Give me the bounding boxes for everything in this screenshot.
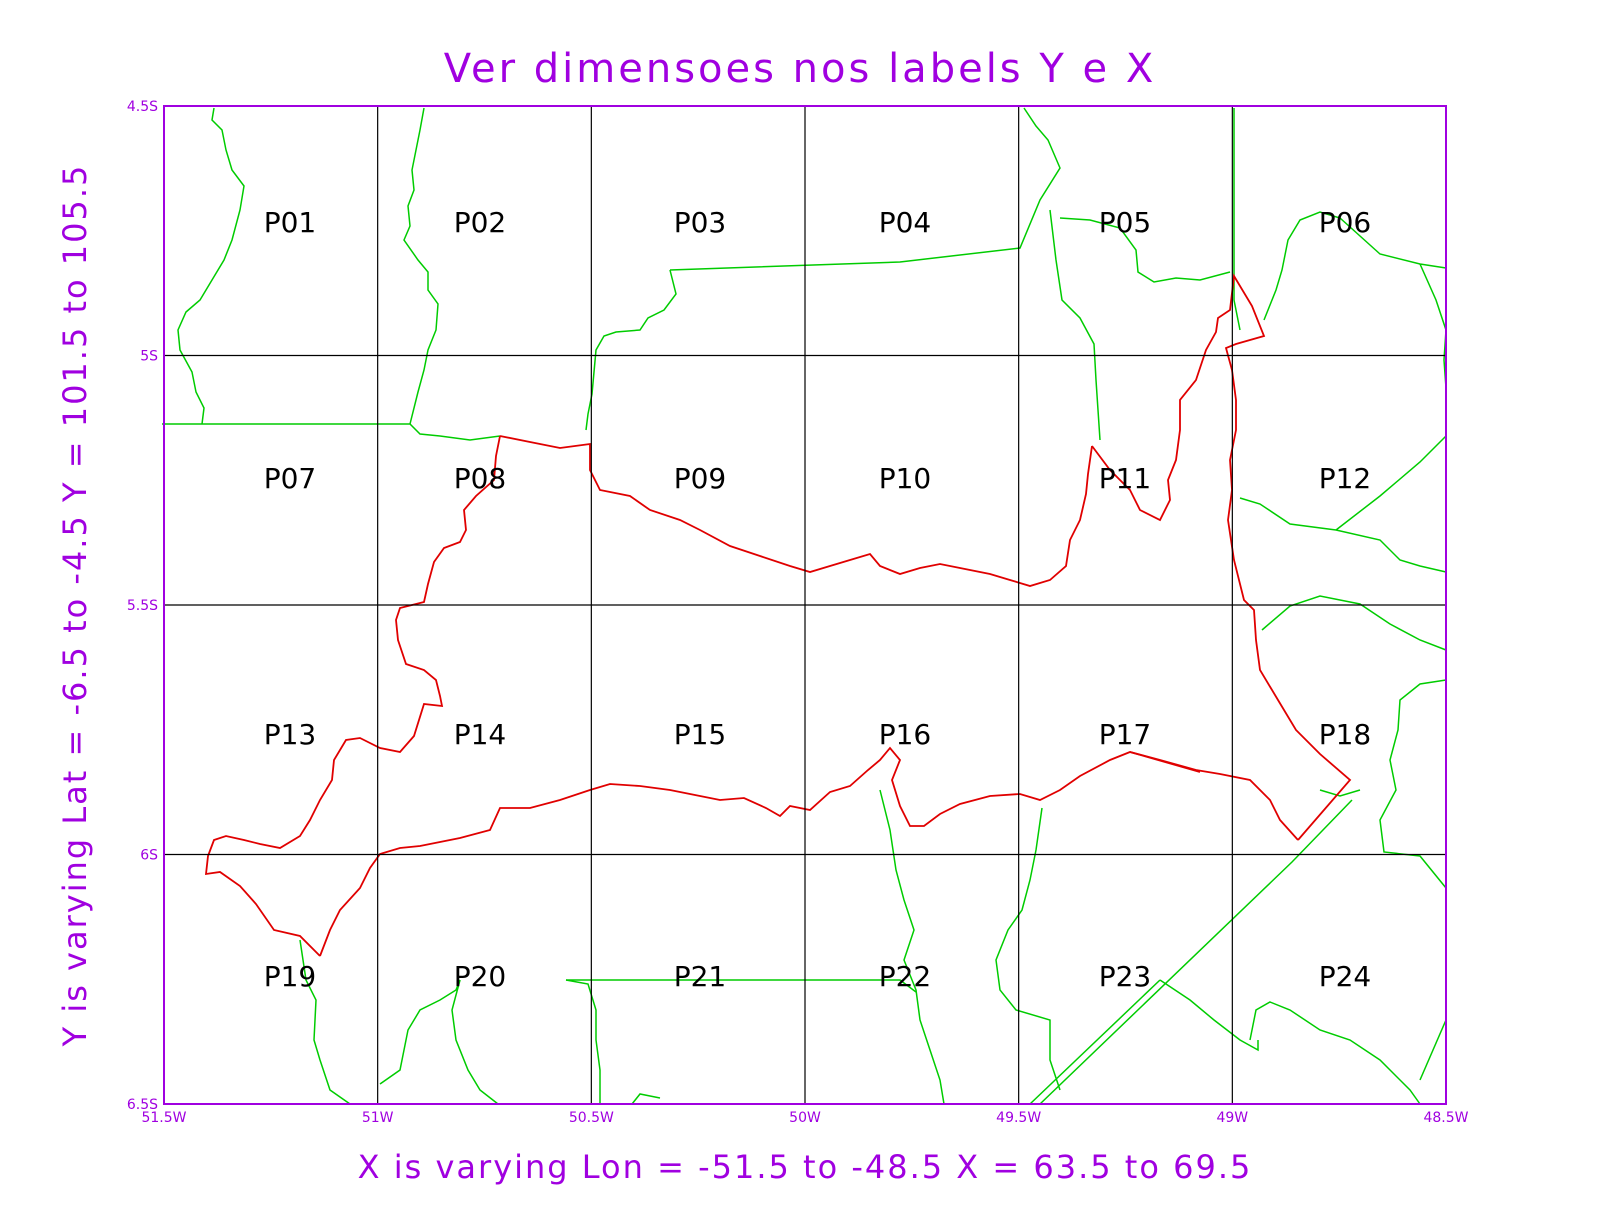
green-boundary bbox=[565, 979, 601, 1104]
green-boundary bbox=[585, 269, 677, 431]
cell-label: P04 bbox=[879, 206, 932, 239]
x-tick-label: 51W bbox=[362, 1110, 394, 1126]
green-boundary bbox=[1039, 799, 1353, 1105]
x-tick-label: 50.5W bbox=[569, 1110, 614, 1126]
y-axis-caption: Y is varying Lat = -6.5 to -4.5 Y = 101.… bbox=[56, 164, 94, 1048]
cell-label: P15 bbox=[674, 718, 727, 751]
cell-label: P18 bbox=[1319, 718, 1372, 751]
cell-label: P05 bbox=[1099, 206, 1152, 239]
x-axis-caption: X is varying Lon = -51.5 to -48.5 X = 63… bbox=[358, 1148, 1253, 1186]
cell-label: P10 bbox=[879, 462, 932, 495]
y-tick-label: 4.5S bbox=[127, 99, 158, 115]
cell-label: P22 bbox=[879, 960, 932, 993]
cell-label: P02 bbox=[454, 206, 507, 239]
cell-label: P07 bbox=[264, 462, 317, 495]
green-boundary bbox=[1263, 211, 1447, 321]
map-title: Ver dimensoes nos labels Y e X bbox=[444, 46, 1156, 92]
cell-label: P09 bbox=[674, 462, 727, 495]
green-boundary bbox=[1159, 979, 1259, 1052]
red-boundary bbox=[499, 435, 1093, 587]
cell-labels: P01 P02 P03 P04 P05 P06 P07 P08 P09 P10 P11 P12 P13 P… bbox=[264, 206, 1372, 993]
cell-label: P24 bbox=[1319, 960, 1372, 993]
red-boundary bbox=[1129, 751, 1201, 773]
green-boundary bbox=[1419, 1019, 1447, 1081]
x-tick-label: 48.5W bbox=[1423, 1110, 1468, 1126]
cell-label: P21 bbox=[674, 960, 727, 993]
cell-label: P19 bbox=[264, 960, 317, 993]
cell-label: P23 bbox=[1099, 960, 1152, 993]
cell-label: P03 bbox=[674, 206, 727, 239]
green-boundary bbox=[1419, 263, 1447, 389]
green-boundary bbox=[1029, 979, 1161, 1105]
x-tick-label: 51.5W bbox=[141, 1110, 186, 1126]
cell-label: P20 bbox=[454, 960, 507, 993]
y-axis-ticks: 4.5S 5S 5.5S 6S 6.5S bbox=[127, 99, 158, 1113]
green-boundary bbox=[669, 107, 1061, 271]
x-tick-label: 50W bbox=[789, 1110, 821, 1126]
green-boundary bbox=[566, 979, 917, 993]
red-boundary bbox=[1091, 273, 1352, 841]
green-boundary bbox=[1249, 1001, 1421, 1105]
y-tick-label: 5.5S bbox=[127, 598, 158, 614]
cell-label: P14 bbox=[454, 718, 507, 751]
green-boundary bbox=[299, 939, 351, 1105]
green-boundary bbox=[995, 807, 1061, 1091]
green-boundary bbox=[403, 107, 439, 425]
green-boundary bbox=[631, 1093, 661, 1105]
red-region-outline bbox=[204, 273, 1352, 957]
x-axis-ticks: 51.5W 51W 50.5W 50W 49.5W 49W 48.5W bbox=[141, 1110, 1468, 1126]
green-boundary bbox=[451, 979, 499, 1105]
cell-label: P16 bbox=[879, 718, 932, 751]
cell-label: P01 bbox=[264, 206, 317, 239]
x-tick-label: 49.5W bbox=[996, 1110, 1041, 1126]
green-boundary bbox=[1319, 789, 1361, 797]
red-boundary bbox=[319, 746, 1299, 957]
green-boundary bbox=[162, 423, 501, 441]
cell-label: P06 bbox=[1319, 206, 1372, 239]
cell-label: P13 bbox=[264, 718, 317, 751]
map-grid bbox=[164, 106, 1446, 1104]
green-boundary bbox=[1059, 217, 1231, 283]
cell-label: P12 bbox=[1319, 462, 1372, 495]
cell-label: P11 bbox=[1099, 462, 1152, 495]
green-boundary bbox=[1261, 595, 1447, 651]
green-boundary bbox=[879, 789, 945, 1105]
green-boundary bbox=[1379, 679, 1447, 889]
y-tick-label: 6S bbox=[140, 848, 158, 864]
y-tick-label: 6.5S bbox=[127, 1097, 158, 1113]
green-boundary bbox=[177, 107, 245, 425]
red-boundary bbox=[204, 435, 501, 957]
green-boundary bbox=[379, 979, 461, 1085]
cell-label: P17 bbox=[1099, 718, 1152, 751]
green-boundary bbox=[1049, 209, 1101, 441]
green-boundary bbox=[1335, 435, 1447, 531]
green-boundary bbox=[1239, 497, 1447, 573]
cell-label: P08 bbox=[454, 462, 507, 495]
green-boundary bbox=[1233, 108, 1241, 331]
green-boundaries bbox=[162, 107, 1447, 1105]
x-tick-label: 49W bbox=[1216, 1110, 1248, 1126]
map-frame bbox=[163, 105, 1447, 1105]
y-tick-label: 5S bbox=[140, 349, 158, 365]
